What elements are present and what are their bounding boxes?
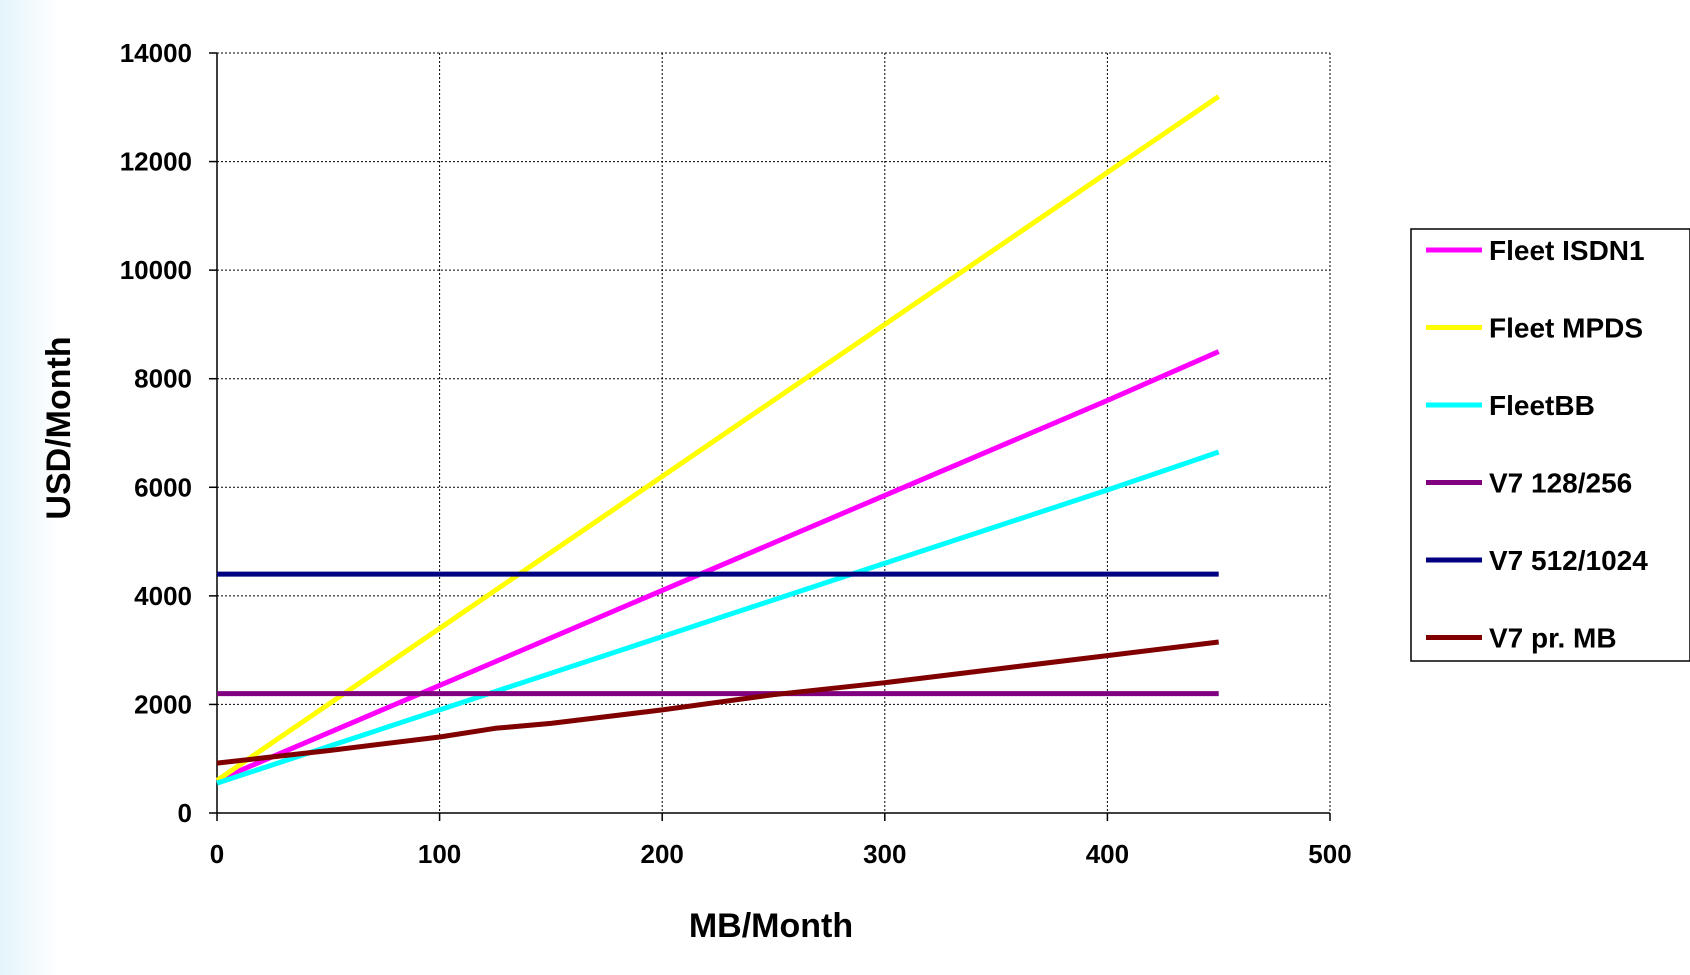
plot-area xyxy=(217,53,1330,813)
y-axis-title: USD/Month xyxy=(40,336,78,519)
background-tint xyxy=(0,0,60,975)
legend: Fleet ISDN1 Fleet MPDS FleetBB V7 128/256 V7… xyxy=(1410,228,1690,662)
x-tick-label: 100 xyxy=(418,839,461,869)
series-line-fleetbb xyxy=(216,449,1220,786)
y-tick-label: 14000 xyxy=(120,38,192,68)
x-tick-label: 200 xyxy=(641,839,684,869)
series-line-fleet-mpds xyxy=(215,94,1221,783)
x-tick-label: 0 xyxy=(210,839,224,869)
legend-label: Fleet MPDS xyxy=(1489,313,1643,344)
legend-label: V7 512/1024 xyxy=(1489,545,1648,576)
x-tick-label: 300 xyxy=(863,839,906,869)
series-lines xyxy=(215,94,1221,786)
plot-background xyxy=(217,53,1330,813)
y-tick-label: 8000 xyxy=(134,364,192,394)
y-tick-label: 12000 xyxy=(120,147,192,177)
legend-label: Fleet ISDN1 xyxy=(1489,235,1645,266)
series-line-v7-pr-mb xyxy=(216,639,1220,766)
grid-lines xyxy=(217,52,1331,813)
x-axis-title: MB/Month xyxy=(689,907,853,945)
y-tick-label: 6000 xyxy=(134,472,192,502)
y-tick-label: 4000 xyxy=(134,581,192,611)
legend-box xyxy=(1410,228,1690,662)
x-tick-label: 400 xyxy=(1086,839,1129,869)
y-tick-label: 2000 xyxy=(134,689,192,719)
axes xyxy=(209,52,1331,821)
legend-label: V7 pr. MB xyxy=(1489,623,1617,654)
series-line-fleet-isdn1 xyxy=(216,349,1220,783)
tick-labels: 0 100 200 300 400 500 0 2000 4000 6000 8000 10000 12… xyxy=(120,38,1352,869)
legend-label: V7 128/256 xyxy=(1489,468,1632,499)
legend-label: FleetBB xyxy=(1489,390,1595,421)
y-tick-label: 10000 xyxy=(120,255,192,285)
y-tick-label: 0 xyxy=(178,798,192,828)
x-tick-label: 500 xyxy=(1308,839,1351,869)
